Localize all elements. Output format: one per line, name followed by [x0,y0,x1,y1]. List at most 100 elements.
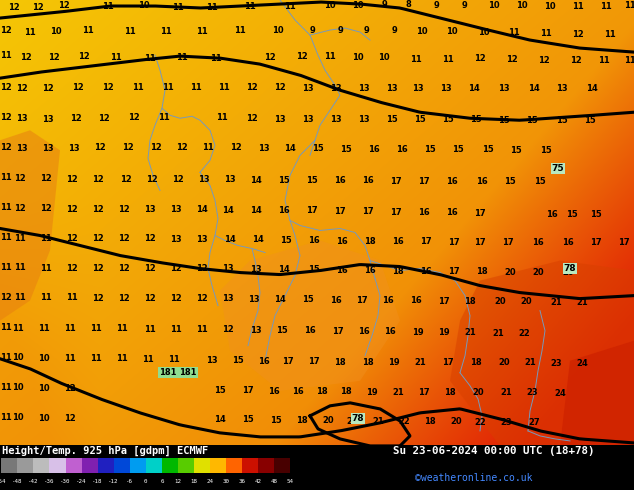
Text: 15: 15 [556,116,568,125]
Text: 13: 13 [498,84,510,93]
Text: 11: 11 [190,83,202,92]
Text: 11: 11 [144,325,156,334]
Text: 11: 11 [158,113,170,122]
Text: 15: 15 [590,210,602,219]
Text: 17: 17 [418,177,430,186]
Text: 16: 16 [362,176,374,185]
Text: Su 23-06-2024 00:00 UTC (18+78): Su 23-06-2024 00:00 UTC (18+78) [393,446,595,456]
Polygon shape [450,261,634,446]
Text: 11: 11 [12,324,24,333]
Polygon shape [560,341,634,446]
Text: 10: 10 [12,414,24,422]
Text: 12: 12 [572,29,584,39]
Text: 11: 11 [600,1,612,10]
Text: 11: 11 [624,56,634,65]
Text: 18: 18 [364,237,376,246]
Text: 54: 54 [287,479,294,484]
Text: 11: 11 [324,51,336,61]
Bar [210,458,226,473]
Text: 11: 11 [0,323,12,332]
Text: 15: 15 [566,210,578,219]
Text: 17: 17 [474,238,486,247]
Text: 16: 16 [336,237,348,246]
Text: 18: 18 [476,267,488,276]
Text: 16: 16 [364,266,376,275]
Text: 12: 12 [118,205,130,214]
Text: -6: -6 [126,479,133,484]
Text: 20: 20 [450,417,462,426]
Text: 15: 15 [504,177,516,186]
Text: 11: 11 [0,353,12,362]
Text: 11: 11 [0,233,12,242]
Text: 10: 10 [12,383,24,392]
Text: 10: 10 [38,415,50,423]
Text: 12: 12 [0,113,12,122]
Text: 18: 18 [362,358,374,367]
Text: 21: 21 [346,417,358,426]
Text: 15: 15 [308,265,320,274]
Text: -12: -12 [108,479,119,484]
Bar [65,458,82,473]
Text: 10: 10 [324,0,336,9]
Text: 13: 13 [250,265,262,274]
Text: 12: 12 [246,114,258,122]
Text: 13: 13 [556,84,568,93]
Text: 17: 17 [418,388,430,397]
Text: 16: 16 [368,145,380,154]
Text: 11: 11 [116,324,128,333]
Text: 21: 21 [372,417,384,426]
Text: 12: 12 [16,84,28,93]
Bar [34,458,49,473]
Text: 10: 10 [353,52,364,62]
Text: 9: 9 [461,0,467,9]
Text: 14: 14 [250,176,262,185]
Text: 11: 11 [508,27,520,37]
Bar [146,458,162,473]
Text: 15: 15 [510,146,522,155]
Text: 12: 12 [66,175,78,184]
Text: 10: 10 [488,0,500,9]
Text: 24: 24 [554,390,566,398]
Text: 9: 9 [381,0,387,8]
Text: 18: 18 [464,297,476,306]
Text: 20: 20 [494,297,506,306]
Text: 11: 11 [572,1,584,10]
Text: 16: 16 [446,177,458,186]
Text: 14: 14 [214,416,226,424]
Text: 15: 15 [280,236,292,245]
Text: 18: 18 [316,387,328,396]
Text: 11: 11 [24,27,36,37]
Text: 13: 13 [16,144,28,153]
Bar [82,458,98,473]
Text: 11: 11 [0,173,12,182]
Text: 11: 11 [284,1,296,10]
Text: 17: 17 [618,238,630,247]
Text: 12: 12 [222,325,234,334]
Text: 18: 18 [190,479,198,484]
Text: 23: 23 [526,388,538,397]
Text: 21: 21 [392,388,404,397]
Text: 9: 9 [337,25,343,35]
Text: 11: 11 [162,83,174,92]
Text: 12: 12 [0,293,12,302]
Text: 12: 12 [474,53,486,63]
Text: 11: 11 [0,414,12,422]
Text: 14: 14 [468,84,480,93]
Text: 21: 21 [550,298,562,307]
Text: 18: 18 [444,388,456,397]
Text: 11: 11 [196,325,208,334]
Text: 16: 16 [476,177,488,186]
Text: 17: 17 [442,358,454,367]
Text: 14: 14 [250,206,262,215]
Text: 12: 12 [92,234,104,243]
Text: 22: 22 [398,417,410,426]
Text: 11: 11 [144,53,156,63]
Text: 11: 11 [90,354,102,363]
Text: 20: 20 [520,297,532,306]
Bar [49,458,65,473]
Bar [258,458,275,473]
Text: 13: 13 [170,235,182,244]
Bar [226,458,242,473]
Text: 11: 11 [14,234,26,243]
Text: 18: 18 [296,416,308,425]
